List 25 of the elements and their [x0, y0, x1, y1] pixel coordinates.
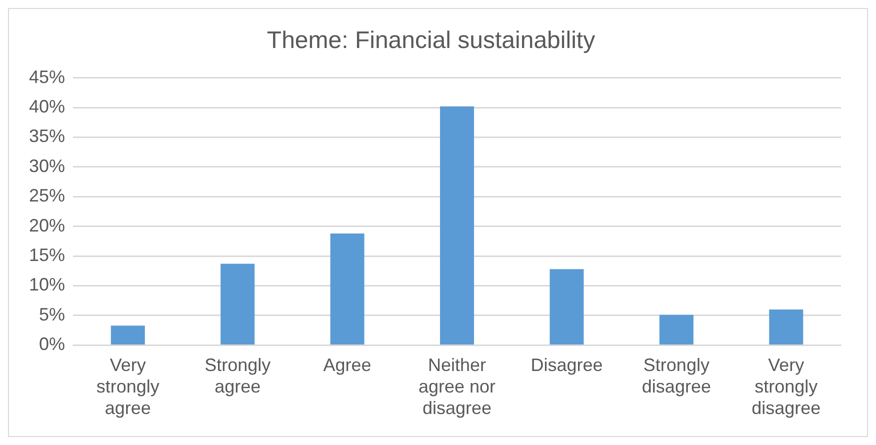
bar: [330, 233, 364, 344]
y-tick-label: 35%: [28, 126, 66, 146]
chart-title: Theme: Financial sustainability: [266, 27, 596, 54]
x-tick-label: Disagree: [530, 354, 603, 375]
bar: [220, 264, 255, 344]
x-tick-label: Neither agree nor disagree: [418, 354, 496, 418]
y-tick-label: 20%: [28, 215, 66, 236]
y-tick-label: 25%: [28, 186, 66, 206]
bar: [769, 310, 804, 344]
bar: [659, 314, 694, 344]
bar: [550, 269, 584, 344]
y-tick-label: 30%: [28, 156, 66, 176]
x-tick-label: Strongly agree: [204, 354, 271, 397]
y-tick-label: 15%: [28, 245, 66, 266]
x-tick-label: Very strongly disagree: [752, 354, 821, 418]
x-tick-label: Strongly disagree: [642, 354, 711, 397]
y-tick-label: 45%: [28, 66, 66, 87]
bar: [440, 106, 474, 344]
y-tick-label: 5%: [39, 304, 66, 324]
x-tick-label: Agree: [323, 354, 372, 375]
y-tick-label: 40%: [28, 96, 66, 116]
x-tick-label: Very strongly agree: [96, 354, 160, 418]
bar: [110, 326, 145, 344]
y-tick-label: 10%: [28, 274, 66, 295]
y-tick-label: 0%: [39, 334, 66, 354]
